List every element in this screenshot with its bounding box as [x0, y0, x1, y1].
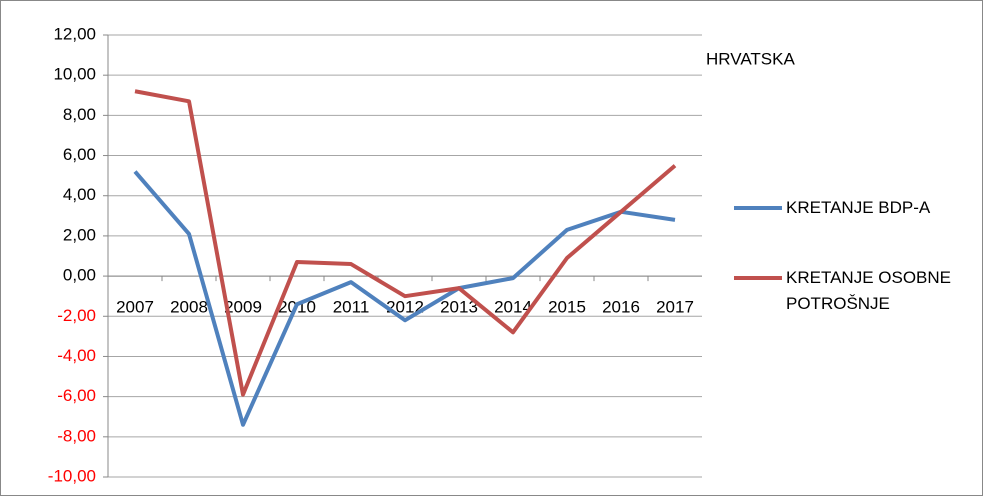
x-tick-label: 2016: [602, 298, 640, 317]
y-tick-label: 0,00: [63, 266, 96, 285]
x-tick-label: 2008: [170, 298, 208, 317]
y-tick-label: -8,00: [57, 426, 96, 445]
y-tick-label: -2,00: [57, 306, 96, 325]
y-tick-label: 2,00: [63, 225, 96, 244]
x-tick-label: 2007: [116, 298, 154, 317]
x-tick-label: 2011: [333, 298, 370, 317]
y-tick-label: -10,00: [48, 466, 96, 485]
series-line: [133, 170, 676, 427]
chart-title: HRVATSKA: [706, 49, 795, 68]
y-tick-label: -4,00: [57, 346, 96, 365]
y-tick-label: 6,00: [63, 145, 96, 164]
x-tick-label: 2013: [440, 298, 478, 317]
y-tick-label: 8,00: [63, 105, 96, 124]
series-line: [134, 89, 677, 397]
y-tick-label: 12,00: [53, 24, 96, 43]
y-tick-label: 10,00: [53, 65, 96, 84]
x-tick-label: 2015: [548, 298, 586, 317]
x-tick-label: 2009: [224, 298, 262, 317]
legend-label: KRETANJE OSOBNE POTROŠNJE: [786, 268, 951, 313]
x-tick-label: 2014: [494, 298, 532, 317]
x-tick-label: 2017: [656, 298, 694, 317]
y-tick-label: 4,00: [63, 185, 96, 204]
legend-label: KRETANJE BDP-A: [786, 198, 931, 217]
y-tick-label: -6,00: [57, 386, 96, 405]
